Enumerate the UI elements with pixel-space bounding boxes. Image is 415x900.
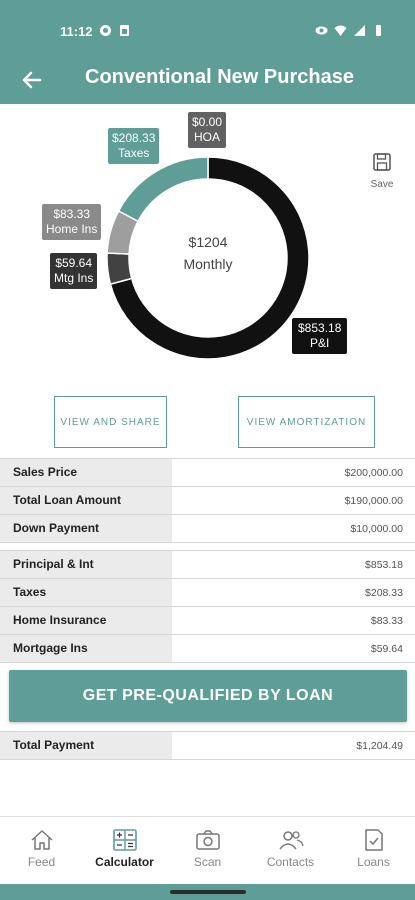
wifi-icon <box>334 25 347 36</box>
payment-donut-chart: $1204 Monthly $208.33 Taxes $0.00 HOA $8… <box>0 104 415 384</box>
document-check-icon <box>364 829 383 851</box>
table-row: Home Insurance $83.33 <box>0 607 415 635</box>
save-button[interactable]: Save <box>366 152 398 190</box>
payment-breakdown-table: Principal & Int $853.18 Taxes $208.33 Home… <box>0 550 415 663</box>
donut-slice-taxes <box>117 156 209 223</box>
system-gesture-bar <box>0 884 415 900</box>
save-label: Save <box>370 179 394 190</box>
table-row: Taxes $208.33 <box>0 579 415 607</box>
donut-svg <box>106 156 310 360</box>
back-button[interactable] <box>16 64 48 96</box>
table-row: Mortgage Ins $59.64 <box>0 635 415 663</box>
table-row: Principal & Int $853.18 <box>0 551 415 579</box>
nav-item-contacts[interactable]: Contacts <box>249 817 332 884</box>
gesture-handle[interactable] <box>170 890 246 894</box>
mtg-ins-label: $59.64 Mtg Ins <box>50 253 98 289</box>
chart-center-label: Monthly <box>183 256 233 272</box>
calculator-icon <box>112 829 137 851</box>
donut-slice-mtg-ins <box>106 252 133 286</box>
chart-center-amount: $1204 <box>188 234 228 250</box>
taxes-label: $208.33 Taxes <box>108 128 160 164</box>
eye-icon <box>315 26 328 35</box>
view-amortization-button[interactable]: VIEW AMORTIZATION <box>238 396 375 448</box>
home-ins-label: $83.33 Home Ins <box>42 204 102 240</box>
donut-slice-p-i <box>109 156 310 360</box>
table-row: Total Payment $1,204.49 <box>0 732 415 760</box>
app-notification-icon <box>100 25 111 36</box>
app-bar: Conventional New Purchase <box>0 56 415 104</box>
table-row: Total Loan Amount $190,000.00 <box>0 487 415 515</box>
camera-icon <box>195 830 220 850</box>
table-row: Down Payment $10,000.00 <box>0 515 415 543</box>
status-time: 11:12 <box>60 24 93 39</box>
total-payment-table: Total Payment $1,204.49 <box>0 731 415 760</box>
status-bar: 11:12 <box>0 0 415 56</box>
arrow-left-icon <box>22 71 42 89</box>
get-pre-qualified-button[interactable]: GET PRE-QUALIFIED BY LOAN <box>9 670 407 722</box>
nav-item-loans[interactable]: Loans <box>332 817 415 884</box>
nav-item-scan[interactable]: Scan <box>166 817 249 884</box>
home-icon <box>30 830 53 850</box>
sim-notification-icon <box>120 25 129 36</box>
floppy-disk-icon <box>373 153 391 171</box>
loan-summary-table: Sales Price $200,000.00 Total Loan Amount… <box>0 458 415 543</box>
pi-label: $853.18 P&I <box>292 318 348 354</box>
bottom-navigation: Feed Calculator Scan Contacts Loans <box>0 816 415 884</box>
nav-item-calculator[interactable]: Calculator <box>83 817 166 884</box>
contacts-icon <box>278 831 304 850</box>
signal-icon <box>354 25 365 36</box>
nav-item-feed[interactable]: Feed <box>0 817 83 884</box>
view-and-share-button[interactable]: VIEW AND SHARE <box>54 396 167 448</box>
table-row: Sales Price $200,000.00 <box>0 459 415 487</box>
battery-icon <box>376 25 381 36</box>
hoa-label: $0.00 HOA <box>188 112 227 148</box>
page-title: Conventional New Purchase <box>85 66 354 88</box>
